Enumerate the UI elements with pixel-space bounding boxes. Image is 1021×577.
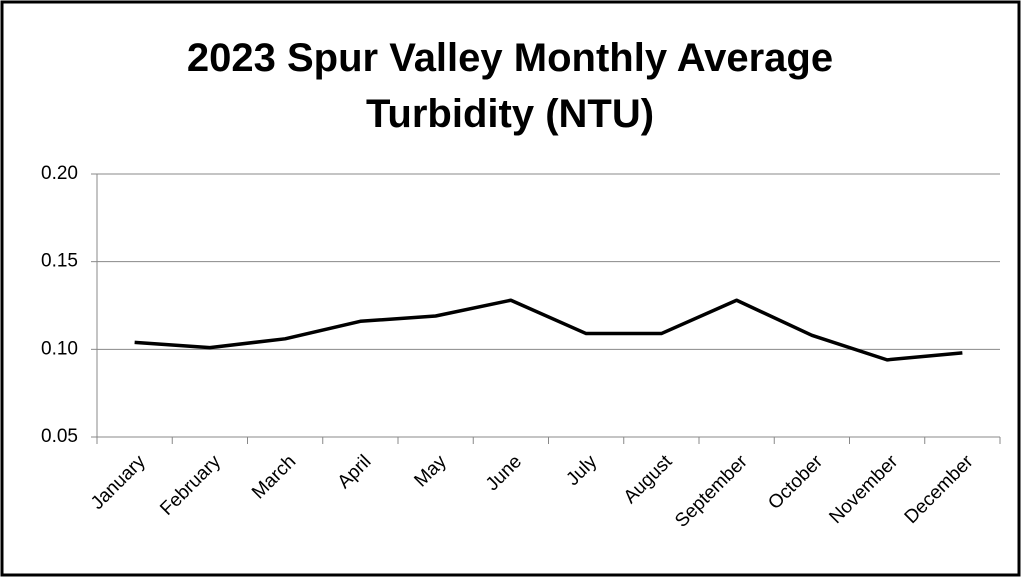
x-tick-label: May — [410, 451, 451, 492]
x-tick-label: April — [334, 451, 376, 493]
x-tick-label: March — [248, 451, 300, 503]
x-tick-label: January — [87, 451, 150, 514]
y-tick-label: 0.20 — [41, 163, 78, 184]
y-tick-label: 0.05 — [41, 426, 78, 447]
x-tick-label: September — [671, 451, 752, 532]
chart-title: 2023 Spur Valley Monthly Average Turbidi… — [186, 36, 834, 136]
data-line — [134, 298, 963, 362]
x-tick-label: October — [764, 451, 827, 514]
x-tick-label: February — [156, 451, 225, 520]
x-tick-label: August — [620, 451, 677, 508]
x-tick-label: June — [482, 451, 526, 495]
x-tick-label: November — [825, 451, 902, 528]
y-tick-label: 0.15 — [41, 251, 78, 272]
y-tick-label: 0.10 — [41, 338, 78, 359]
x-tick-label: December — [901, 451, 978, 528]
x-tick-label: July — [562, 451, 601, 490]
